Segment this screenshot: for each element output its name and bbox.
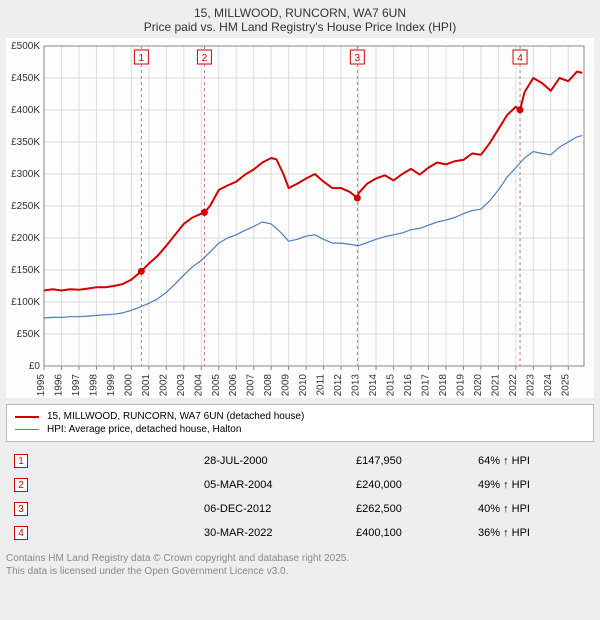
svg-text:2012: 2012: [333, 374, 344, 397]
sale-date: 30-MAR-2022: [198, 522, 348, 544]
chart-area: £0 £50K £100K £150K £200K £250K £300K £350K £400…: [6, 38, 594, 398]
sale-pct: 49% ↑ HPI: [472, 474, 592, 496]
sale-price: £240,000: [350, 474, 470, 496]
sales-table: 1 28-JUL-2000£147,95064% ↑ HPI 2 05-MAR-200…: [6, 448, 594, 546]
svg-text:£50K: £50K: [17, 329, 41, 340]
svg-text:2024: 2024: [543, 374, 554, 397]
legend-label-2: HPI: Average price, detached house, Halt…: [47, 424, 241, 435]
title-line-2: Price paid vs. HM Land Registry's House …: [6, 20, 594, 34]
chart-title: 15, MILLWOOD, RUNCORN, WA7 6UN Price pai…: [6, 6, 594, 34]
svg-text:£400K: £400K: [11, 105, 40, 116]
svg-text:£350K: £350K: [11, 137, 40, 148]
svg-text:2011: 2011: [316, 374, 327, 396]
svg-text:1995: 1995: [36, 374, 47, 397]
svg-text:2025: 2025: [560, 374, 571, 397]
svg-text:1997: 1997: [71, 374, 82, 397]
svg-text:2016: 2016: [403, 374, 414, 397]
sale-price: £400,100: [350, 522, 470, 544]
legend-swatch-2: [15, 429, 39, 430]
table-row: 2 05-MAR-2004£240,00049% ↑ HPI: [8, 474, 592, 496]
svg-text:2019: 2019: [455, 374, 466, 397]
footer-note: Contains HM Land Registry data © Crown c…: [6, 552, 594, 578]
svg-text:2007: 2007: [246, 374, 257, 397]
svg-text:4: 4: [517, 53, 523, 64]
svg-text:2005: 2005: [211, 374, 222, 397]
sale-pct: 36% ↑ HPI: [472, 522, 592, 544]
marker-badge: 2: [14, 478, 28, 492]
table-row: 1 28-JUL-2000£147,95064% ↑ HPI: [8, 450, 592, 472]
svg-text:£250K: £250K: [11, 201, 40, 212]
title-line-1: 15, MILLWOOD, RUNCORN, WA7 6UN: [6, 6, 594, 20]
table-row: 4 30-MAR-2022£400,10036% ↑ HPI: [8, 522, 592, 544]
footer-line-2: This data is licensed under the Open Gov…: [6, 565, 594, 578]
svg-text:£200K: £200K: [11, 233, 40, 244]
table-row: 3 06-DEC-2012£262,50040% ↑ HPI: [8, 498, 592, 520]
svg-text:2001: 2001: [141, 374, 152, 397]
sale-date: 06-DEC-2012: [198, 498, 348, 520]
chart-svg: £0 £50K £100K £150K £200K £250K £300K £350K £400…: [6, 38, 594, 398]
svg-text:2000: 2000: [123, 374, 134, 397]
sale-date: 28-JUL-2000: [198, 450, 348, 472]
svg-text:2004: 2004: [193, 374, 204, 397]
svg-text:2: 2: [202, 53, 208, 64]
svg-text:2010: 2010: [298, 374, 309, 397]
svg-text:2013: 2013: [351, 374, 362, 397]
svg-text:2014: 2014: [368, 374, 379, 397]
svg-text:1996: 1996: [53, 374, 64, 397]
legend-label-1: 15, MILLWOOD, RUNCORN, WA7 6UN (detached…: [47, 411, 304, 422]
marker-badge: 1: [14, 454, 28, 468]
svg-text:2017: 2017: [420, 374, 431, 397]
svg-text:£100K: £100K: [11, 297, 40, 308]
marker-badge: 4: [14, 526, 28, 540]
svg-text:£0: £0: [29, 361, 41, 372]
svg-text:2018: 2018: [438, 374, 449, 397]
svg-text:2020: 2020: [473, 374, 484, 397]
svg-text:£300K: £300K: [11, 169, 40, 180]
svg-text:1999: 1999: [106, 374, 117, 397]
svg-text:£150K: £150K: [11, 265, 40, 276]
sale-pct: 40% ↑ HPI: [472, 498, 592, 520]
sale-price: £147,950: [350, 450, 470, 472]
sale-pct: 64% ↑ HPI: [472, 450, 592, 472]
svg-text:£450K: £450K: [11, 73, 40, 84]
svg-text:2002: 2002: [158, 374, 169, 397]
svg-text:2009: 2009: [281, 374, 292, 397]
legend: 15, MILLWOOD, RUNCORN, WA7 6UN (detached…: [6, 404, 594, 442]
svg-text:1998: 1998: [88, 374, 99, 397]
svg-text:2015: 2015: [386, 374, 397, 397]
footer-line-1: Contains HM Land Registry data © Crown c…: [6, 552, 594, 565]
svg-text:£500K: £500K: [11, 41, 40, 52]
legend-swatch-1: [15, 416, 39, 418]
legend-row-2: HPI: Average price, detached house, Halt…: [15, 424, 585, 435]
sale-date: 05-MAR-2004: [198, 474, 348, 496]
svg-text:1: 1: [139, 53, 145, 64]
marker-badge: 3: [14, 502, 28, 516]
svg-text:2008: 2008: [263, 374, 274, 397]
svg-text:2023: 2023: [525, 374, 536, 397]
svg-text:3: 3: [355, 53, 361, 64]
svg-text:2021: 2021: [490, 374, 501, 397]
sale-price: £262,500: [350, 498, 470, 520]
svg-text:2006: 2006: [228, 374, 239, 397]
legend-row-1: 15, MILLWOOD, RUNCORN, WA7 6UN (detached…: [15, 411, 585, 422]
svg-text:2022: 2022: [508, 374, 519, 397]
svg-text:2003: 2003: [176, 374, 187, 397]
